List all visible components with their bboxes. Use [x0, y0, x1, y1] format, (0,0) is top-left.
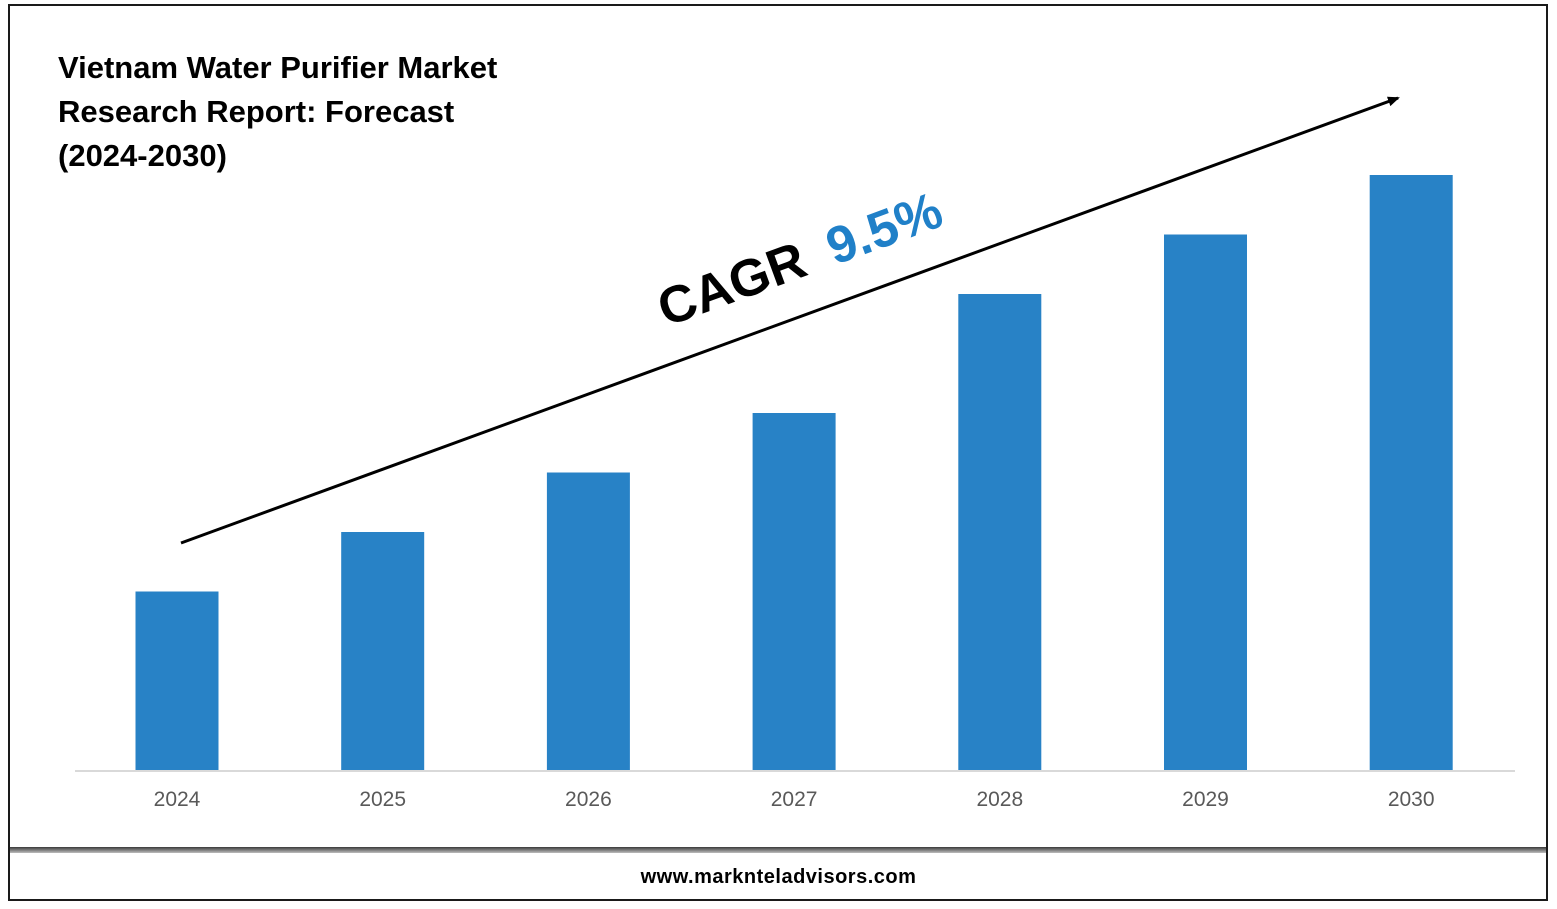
- x-tick-label-2027: 2027: [771, 788, 818, 811]
- cagr-label: CAGR: [650, 231, 814, 338]
- bar-2026: [546, 472, 630, 770]
- bar-2025: [341, 532, 425, 770]
- cagr-value: 9.5%: [819, 181, 950, 276]
- bar-2028: [958, 294, 1042, 770]
- x-tick-label-2028: 2028: [976, 788, 1023, 811]
- trend-arrow: [180, 96, 1400, 545]
- bar-2030: [1369, 175, 1453, 770]
- bar-2027: [752, 413, 836, 770]
- x-tick-label-2024: 2024: [154, 788, 201, 811]
- x-tick-label-2029: 2029: [1182, 788, 1229, 811]
- x-tick-label-2026: 2026: [565, 788, 612, 811]
- bar-2024: [135, 591, 219, 770]
- footer-divider: [10, 847, 1546, 853]
- bars-group: [135, 175, 1453, 770]
- x-tick-label-2030: 2030: [1388, 788, 1435, 811]
- x-tick-labels: 2024 2025 2026 2027 2028 2029 2030: [154, 788, 1435, 811]
- chart-title: Vietnam Water Purifier Market Research R…: [58, 50, 498, 173]
- footer-website: www.marknteladvisors.com: [640, 866, 917, 888]
- bar-2029: [1164, 234, 1247, 770]
- x-tick-label-2025: 2025: [359, 788, 406, 811]
- cagr-annotation: CAGR 9.5%: [650, 181, 950, 338]
